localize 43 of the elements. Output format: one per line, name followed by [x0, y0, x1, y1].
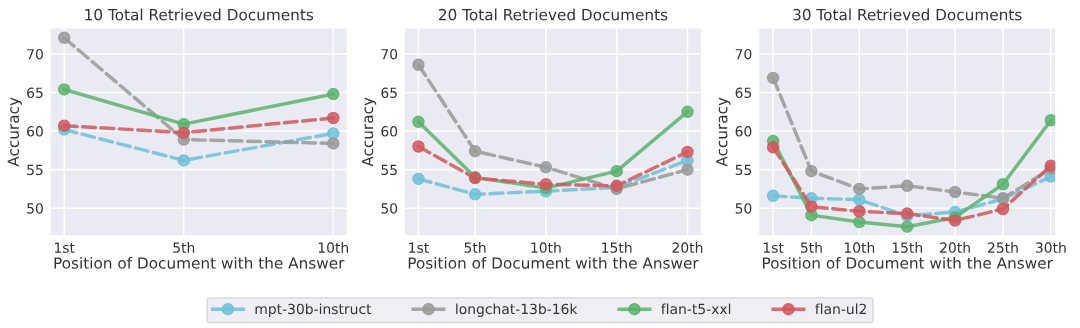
x-tick-label: 30th	[1035, 242, 1066, 253]
y-tick-label: 50	[735, 203, 752, 214]
chart-title: 10 Total Retrieved Documents	[85, 8, 314, 21]
y-tick-label: 65	[27, 87, 43, 99]
y-axis-title: Accuracy	[716, 97, 731, 167]
x-tick-label: 10th	[844, 242, 875, 253]
y-tick-label: 70	[735, 48, 752, 60]
x-tick-label: 25th	[988, 242, 1018, 253]
legend-label: mpt-30b-instruct	[255, 303, 372, 317]
x-tick-label: 1st	[409, 242, 429, 253]
y-tick-label: 65	[381, 87, 397, 99]
y-tick-label: 50	[381, 203, 398, 214]
y-tick-label: 65	[735, 87, 752, 99]
x-axis-title: Position of Document with the Answer	[408, 256, 699, 269]
x-tick-label: 10th	[318, 242, 349, 253]
y-tick-label: 70	[27, 48, 43, 60]
legend-label: longchat-13b-16k	[456, 303, 578, 317]
x-tick-label: 5th	[800, 242, 822, 253]
x-tick-label: 5th	[173, 242, 195, 253]
x-tick-label: 20th	[940, 242, 970, 253]
chart-title: 20 Total Retrieved Documents	[438, 8, 668, 21]
y-tick-label: 70	[381, 48, 398, 60]
x-axis-title: Position of Document with the Answer	[54, 256, 345, 269]
chart-title: 30 Total Retrieved Documents	[793, 8, 1022, 21]
x-tick-label: 15th	[602, 242, 632, 253]
x-axis-title: Position of Document with the Answer	[763, 256, 1053, 269]
legend-label: flan-ul2	[815, 303, 866, 315]
y-axis-title: Accuracy	[7, 97, 22, 167]
y-tick-label: 60	[735, 126, 752, 137]
y-axis-title: Accuracy	[361, 97, 377, 167]
y-tick-label: 60	[27, 126, 43, 137]
y-tick-label: 55	[735, 164, 752, 176]
legend-label: flan-t5-xxl	[661, 303, 731, 315]
y-tick-label: 50	[27, 203, 43, 214]
x-tick-label: 5th	[464, 242, 486, 253]
x-tick-label: 20th	[672, 242, 703, 253]
x-tick-label: 1st	[54, 242, 75, 253]
y-tick-label: 60	[381, 126, 398, 137]
y-tick-label: 55	[27, 164, 43, 176]
x-tick-label: 15th	[892, 242, 922, 253]
x-tick-label: 10th	[531, 242, 561, 253]
y-tick-label: 55	[381, 164, 397, 176]
x-tick-label: 1st	[763, 242, 784, 253]
